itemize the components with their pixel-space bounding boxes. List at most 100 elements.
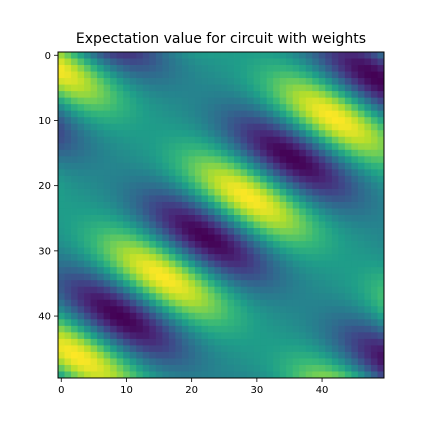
heatmap-cell (136, 182, 143, 189)
heatmap-cell (71, 52, 78, 59)
heatmap-cell (351, 267, 358, 274)
heatmap-cell (234, 300, 241, 307)
heatmap-cell (91, 59, 98, 66)
heatmap-cell (104, 267, 111, 274)
heatmap-cell (377, 91, 384, 98)
heatmap-cell (123, 104, 130, 111)
heatmap-cell (188, 150, 195, 157)
heatmap-cell (306, 59, 313, 66)
heatmap-cell (123, 137, 130, 144)
heatmap-cell (78, 182, 85, 189)
heatmap-cell (123, 176, 130, 183)
heatmap-cell (195, 287, 202, 294)
heatmap-cell (169, 72, 176, 79)
heatmap-cell (345, 345, 352, 352)
heatmap-cell (254, 52, 261, 59)
heatmap-cell (123, 195, 130, 202)
heatmap-cell (280, 163, 287, 170)
heatmap-cell (345, 222, 352, 229)
heatmap-cell (58, 215, 65, 222)
heatmap-cell (267, 215, 274, 222)
heatmap-cell (149, 52, 156, 59)
heatmap-cell (377, 365, 384, 372)
heatmap-cell (110, 208, 117, 215)
heatmap-cell (169, 195, 176, 202)
heatmap-cell (306, 195, 313, 202)
heatmap-cell (338, 182, 345, 189)
heatmap-cell (332, 202, 339, 209)
heatmap-cell (214, 287, 221, 294)
heatmap-cell (214, 156, 221, 163)
heatmap-cell (58, 150, 65, 157)
heatmap-cell (228, 261, 235, 268)
heatmap-cell (162, 332, 169, 339)
heatmap-cell (214, 261, 221, 268)
heatmap-cell (110, 306, 117, 313)
heatmap-cell (247, 332, 254, 339)
heatmap-cell (358, 280, 365, 287)
heatmap-cell (286, 98, 293, 105)
heatmap-cell (84, 274, 91, 281)
heatmap-cell (117, 287, 124, 294)
heatmap-cell (156, 222, 163, 229)
heatmap-cell (214, 130, 221, 137)
heatmap-cell (91, 150, 98, 157)
heatmap-cell (273, 332, 280, 339)
heatmap-cell (241, 156, 248, 163)
heatmap-cell (377, 280, 384, 287)
heatmap-cell (267, 202, 274, 209)
heatmap-cell (377, 261, 384, 268)
heatmap-cell (293, 339, 300, 346)
heatmap-cell (97, 261, 104, 268)
heatmap-cell (175, 352, 182, 359)
heatmap-cell (175, 371, 182, 378)
heatmap-cell (104, 91, 111, 98)
heatmap-cell (156, 176, 163, 183)
heatmap-cell (234, 156, 241, 163)
heatmap-cell (306, 65, 313, 72)
heatmap-cell (201, 130, 208, 137)
heatmap-cell (254, 287, 261, 294)
heatmap-cell (241, 319, 248, 326)
heatmap-cell (143, 371, 150, 378)
heatmap-cell (319, 371, 326, 378)
heatmap-cell (267, 124, 274, 131)
heatmap-cell (371, 130, 378, 137)
heatmap-cell (136, 208, 143, 215)
heatmap-cell (338, 150, 345, 157)
heatmap-cell (351, 332, 358, 339)
heatmap-cell (110, 261, 117, 268)
heatmap-cell (358, 91, 365, 98)
heatmap-cell (110, 365, 117, 372)
heatmap-cell (241, 267, 248, 274)
heatmap-cell (195, 365, 202, 372)
heatmap-cell (351, 215, 358, 222)
heatmap-cell (71, 274, 78, 281)
heatmap-cell (182, 150, 189, 157)
heatmap-cell (169, 104, 176, 111)
heatmap-cell (110, 189, 117, 196)
heatmap-cell (143, 52, 150, 59)
heatmap-cell (169, 235, 176, 242)
heatmap-cell (149, 313, 156, 320)
heatmap-cell (214, 254, 221, 261)
heatmap-cell (280, 208, 287, 215)
heatmap-cell (332, 182, 339, 189)
heatmap-cell (104, 52, 111, 59)
heatmap-cell (332, 300, 339, 307)
heatmap-cell (136, 215, 143, 222)
heatmap-cell (358, 235, 365, 242)
heatmap-cell (214, 52, 221, 59)
heatmap-cell (332, 352, 339, 359)
heatmap-cell (117, 59, 124, 66)
heatmap-cell (104, 65, 111, 72)
heatmap-cell (130, 326, 137, 333)
heatmap-cell (58, 358, 65, 365)
heatmap-cell (299, 222, 306, 229)
heatmap-cell (110, 130, 117, 137)
heatmap-cell (377, 182, 384, 189)
heatmap-cell (182, 306, 189, 313)
heatmap-cell (91, 287, 98, 294)
heatmap-cell (241, 293, 248, 300)
